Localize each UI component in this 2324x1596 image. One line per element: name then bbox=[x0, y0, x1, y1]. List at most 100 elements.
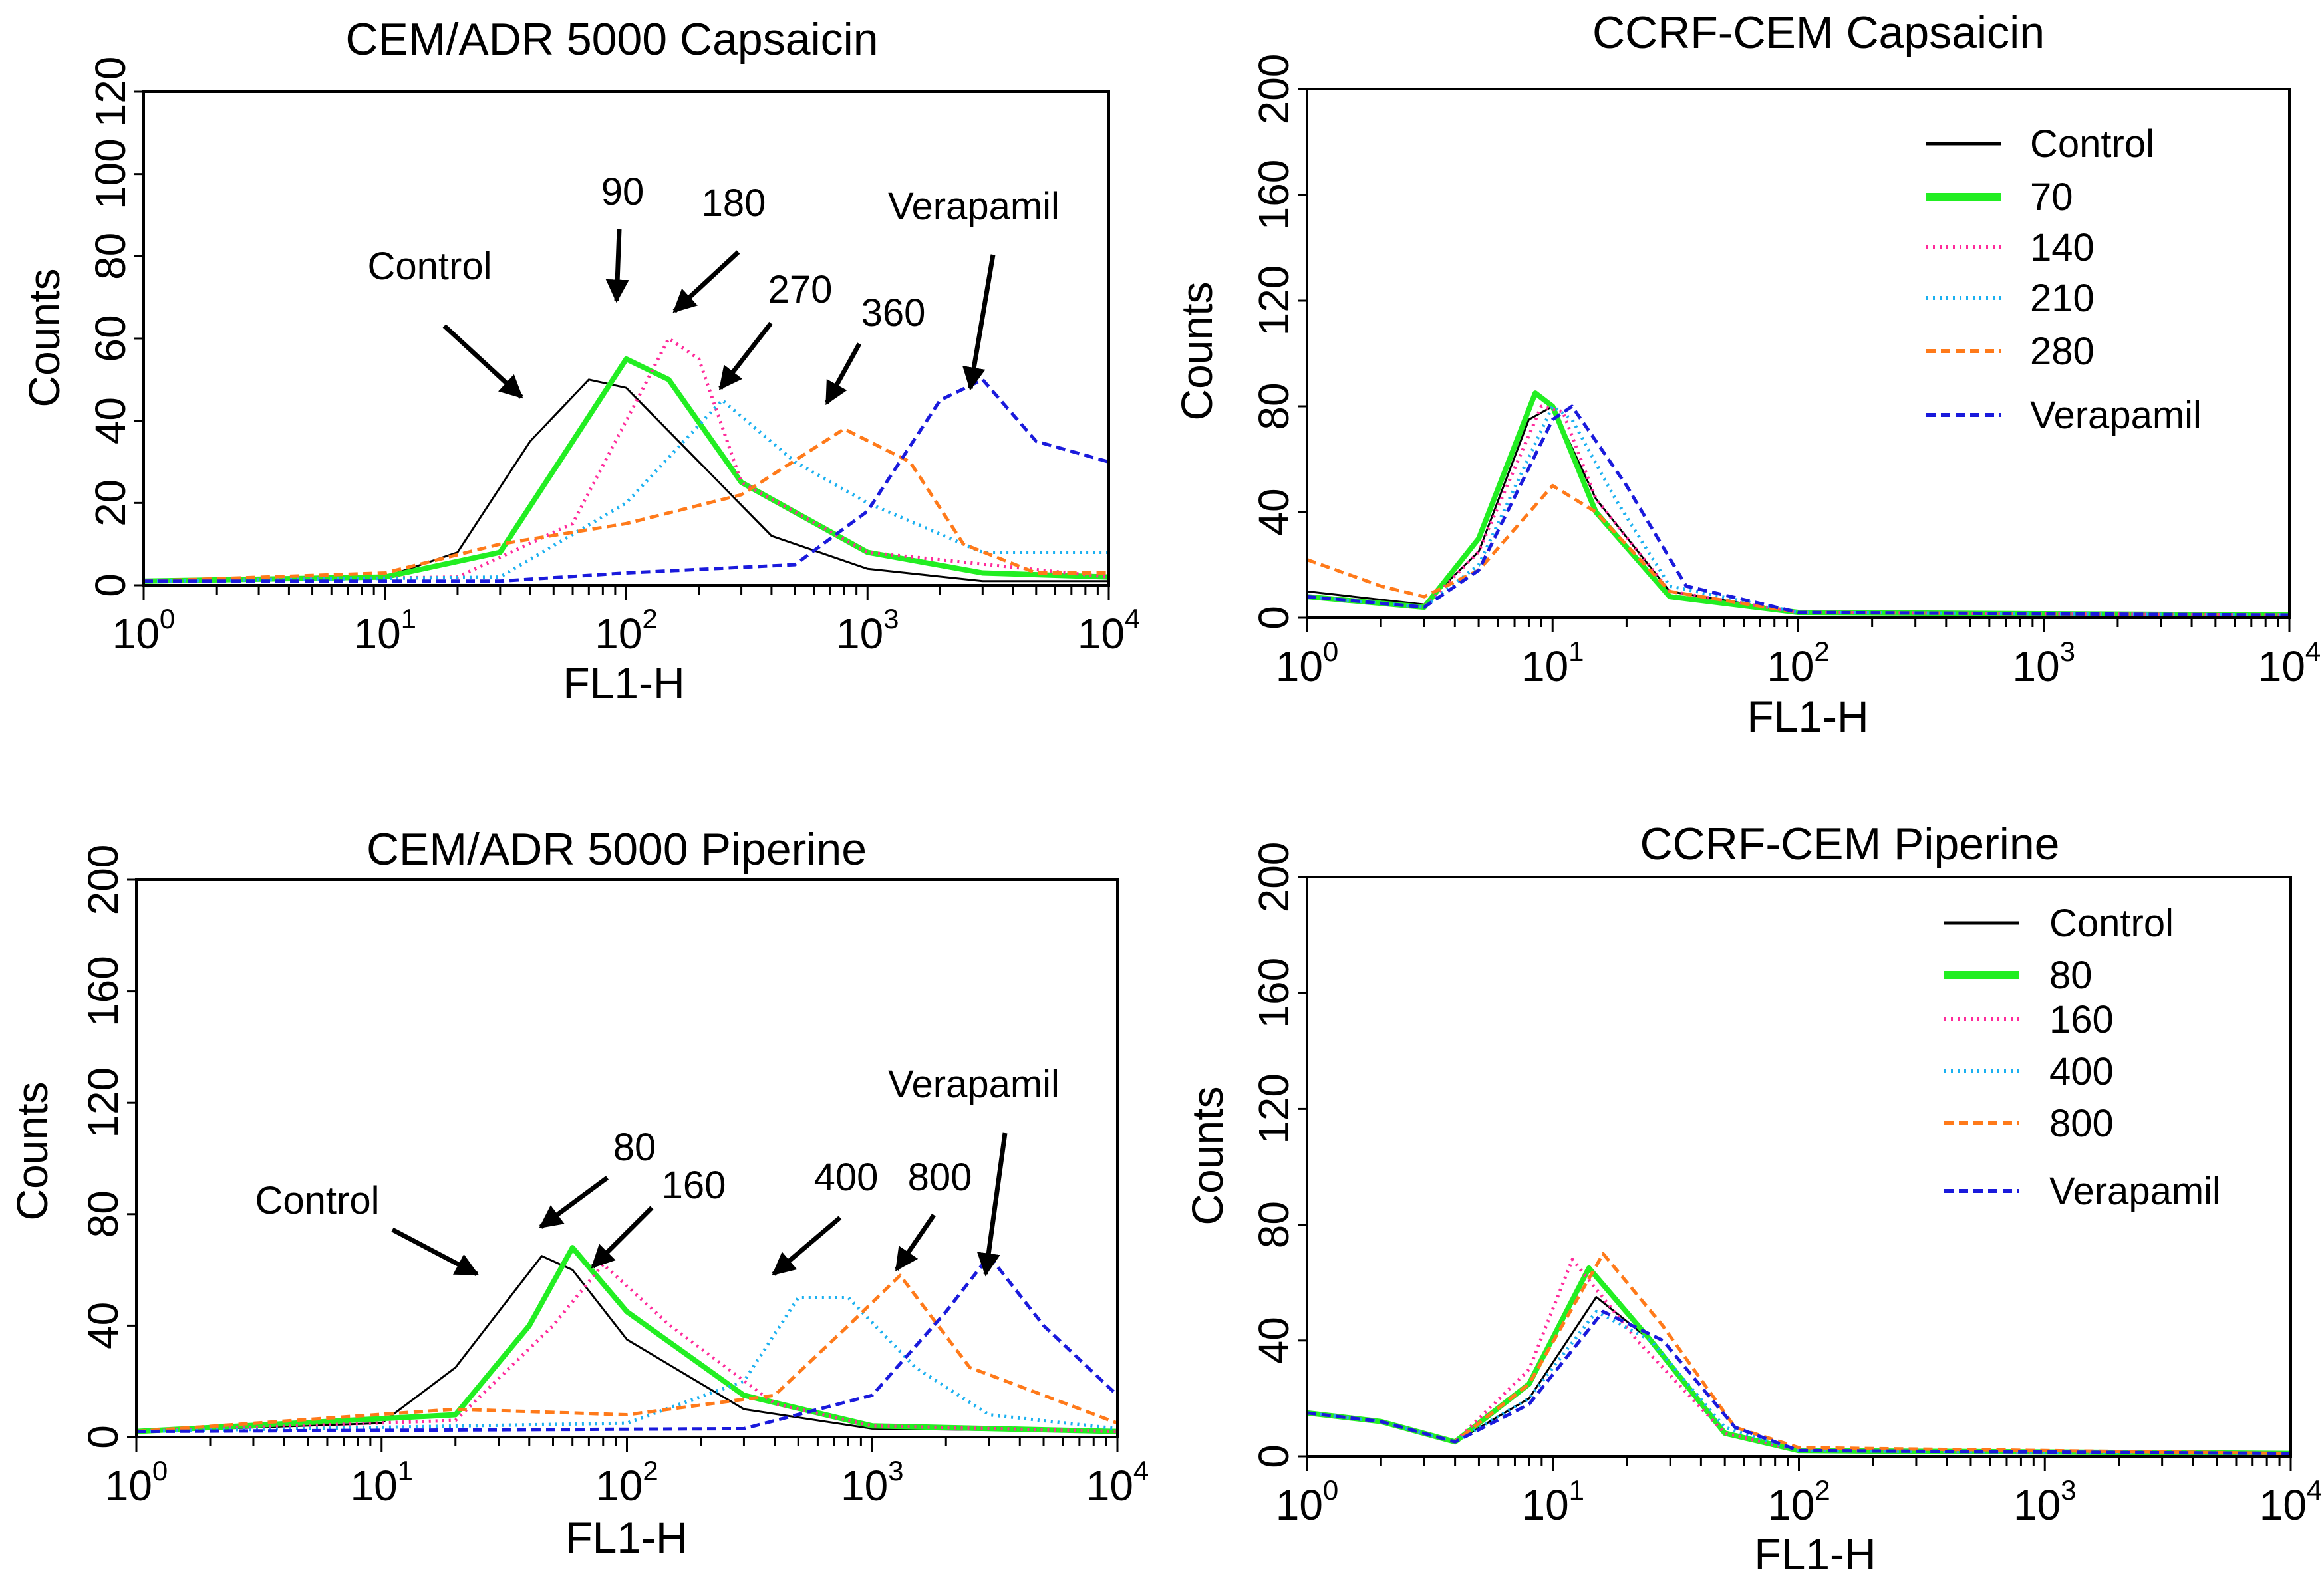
tick-base: 10 bbox=[2259, 1481, 2307, 1529]
y-axis-label: Counts bbox=[7, 1081, 57, 1220]
tick-exponent: 2 bbox=[1815, 1474, 1830, 1506]
y-tick-label: 0 bbox=[1250, 606, 1298, 630]
y-tick-label: 100 bbox=[86, 138, 134, 209]
y-tick-label: 60 bbox=[86, 315, 134, 362]
x-tick-label: 103 bbox=[841, 1455, 904, 1510]
tick-exponent: 2 bbox=[642, 603, 657, 634]
legend-label: Verapamil bbox=[2030, 394, 2202, 437]
y-tick-label: 200 bbox=[1250, 842, 1298, 913]
y-tick-label: 160 bbox=[1250, 160, 1298, 231]
x-tick-label: 101 bbox=[353, 603, 416, 658]
tick-exponent: 1 bbox=[398, 1455, 413, 1486]
series-line-280 bbox=[1306, 483, 2290, 617]
series-line-70 bbox=[1306, 390, 2290, 618]
annotation-arrow bbox=[962, 254, 996, 391]
plot-frame bbox=[142, 90, 1110, 587]
series-line-control bbox=[1306, 405, 2290, 616]
annotation-label: Control bbox=[368, 245, 492, 288]
series-line-210 bbox=[1306, 404, 2290, 617]
plot-frame bbox=[1306, 88, 2291, 619]
x-tick-label: 102 bbox=[595, 1455, 658, 1510]
y-tick-label: 0 bbox=[86, 573, 134, 597]
tick-exponent: 2 bbox=[643, 1455, 658, 1486]
x-axis-label: FL1-H bbox=[565, 1513, 687, 1562]
y-tick-label: 160 bbox=[79, 956, 127, 1027]
y-tick-label: 200 bbox=[1250, 54, 1298, 125]
series-line-control bbox=[136, 1255, 1118, 1433]
legend-label: 210 bbox=[2030, 277, 2095, 320]
tick-exponent: 3 bbox=[883, 603, 899, 634]
y-tick-label: 20 bbox=[86, 479, 134, 527]
y-tick-label: 40 bbox=[79, 1302, 127, 1349]
y-tick-label: 40 bbox=[86, 397, 134, 444]
tick-base: 10 bbox=[353, 610, 400, 658]
annotation-label: 160 bbox=[662, 1164, 726, 1207]
annotation-arrow bbox=[672, 250, 740, 313]
tick-base: 10 bbox=[350, 1462, 397, 1510]
series-line-800 bbox=[1306, 1252, 2291, 1456]
series-line-verapamil bbox=[136, 1254, 1119, 1434]
series-line-800 bbox=[136, 1273, 1118, 1434]
annotation-arrow bbox=[824, 342, 862, 406]
tick-base: 10 bbox=[2012, 642, 2059, 690]
annotation-label: 80 bbox=[613, 1126, 656, 1169]
y-tick-label: 40 bbox=[1250, 1317, 1298, 1364]
tick-exponent: 3 bbox=[2060, 636, 2075, 667]
tick-base: 10 bbox=[595, 610, 642, 658]
annotation-label: 360 bbox=[861, 291, 926, 334]
series-line-160 bbox=[136, 1262, 1118, 1434]
series-line-400 bbox=[136, 1296, 1118, 1434]
y-tick-label: 120 bbox=[79, 1067, 127, 1138]
series-line-180 bbox=[143, 336, 1109, 583]
legend-label: 70 bbox=[2030, 176, 2073, 219]
tick-base: 10 bbox=[1767, 642, 1814, 690]
x-tick-label: 102 bbox=[1767, 1474, 1830, 1529]
legend-label: 280 bbox=[2030, 330, 2095, 373]
y-tick-label: 0 bbox=[79, 1425, 127, 1449]
x-tick-label: 102 bbox=[1767, 636, 1830, 690]
y-tick-label: 80 bbox=[1250, 1201, 1298, 1248]
legend-label: 80 bbox=[2049, 954, 2093, 997]
tick-base: 10 bbox=[2013, 1481, 2061, 1529]
y-axis-label: Counts bbox=[1183, 1086, 1232, 1225]
tick-base: 10 bbox=[836, 610, 883, 658]
legend-label: 140 bbox=[2030, 226, 2095, 269]
x-tick-label: 103 bbox=[2013, 1474, 2077, 1529]
annotation-label: 270 bbox=[768, 268, 833, 311]
tick-exponent: 0 bbox=[152, 1455, 168, 1486]
x-tick-label: 104 bbox=[2258, 636, 2321, 690]
series-line-400 bbox=[1306, 1309, 2291, 1456]
tick-exponent: 4 bbox=[2307, 1474, 2322, 1506]
x-tick-label: 101 bbox=[1521, 636, 1584, 690]
y-axis-label: Counts bbox=[19, 268, 69, 407]
annotation-label: 800 bbox=[908, 1156, 972, 1199]
series-line-verapamil bbox=[1306, 1309, 2291, 1456]
annotation-arrow bbox=[591, 1206, 654, 1269]
y-tick-label: 80 bbox=[1250, 382, 1298, 430]
tick-exponent: 0 bbox=[1323, 1474, 1338, 1506]
tick-base: 10 bbox=[1086, 1462, 1133, 1510]
x-tick-label: 102 bbox=[595, 603, 658, 658]
y-tick-label: 200 bbox=[79, 845, 127, 916]
series-line-160 bbox=[1306, 1258, 2291, 1456]
y-axis-label: Counts bbox=[1172, 281, 1221, 420]
y-tick-label: 0 bbox=[1250, 1444, 1298, 1468]
tick-exponent: 3 bbox=[2061, 1474, 2076, 1506]
x-axis-label: FL1-H bbox=[1747, 692, 1868, 741]
y-tick-label: 160 bbox=[1250, 958, 1298, 1029]
annotation-arrow bbox=[605, 229, 629, 303]
x-axis-label: FL1-H bbox=[1754, 1530, 1876, 1579]
chart-title: CCRF-CEM Piperine bbox=[1640, 819, 2060, 869]
legend-label: Verapamil bbox=[2049, 1170, 2221, 1213]
series-line-80 bbox=[1306, 1265, 2291, 1456]
tick-exponent: 4 bbox=[1133, 1455, 1149, 1486]
legend-label: Control bbox=[2030, 122, 2154, 166]
annotation-label: 400 bbox=[814, 1156, 879, 1199]
y-tick-label: 80 bbox=[86, 233, 134, 280]
tick-base: 10 bbox=[1276, 642, 1323, 690]
series-line-270 bbox=[143, 398, 1109, 583]
annotation-arrow bbox=[895, 1214, 936, 1271]
series-line-80 bbox=[136, 1245, 1118, 1434]
